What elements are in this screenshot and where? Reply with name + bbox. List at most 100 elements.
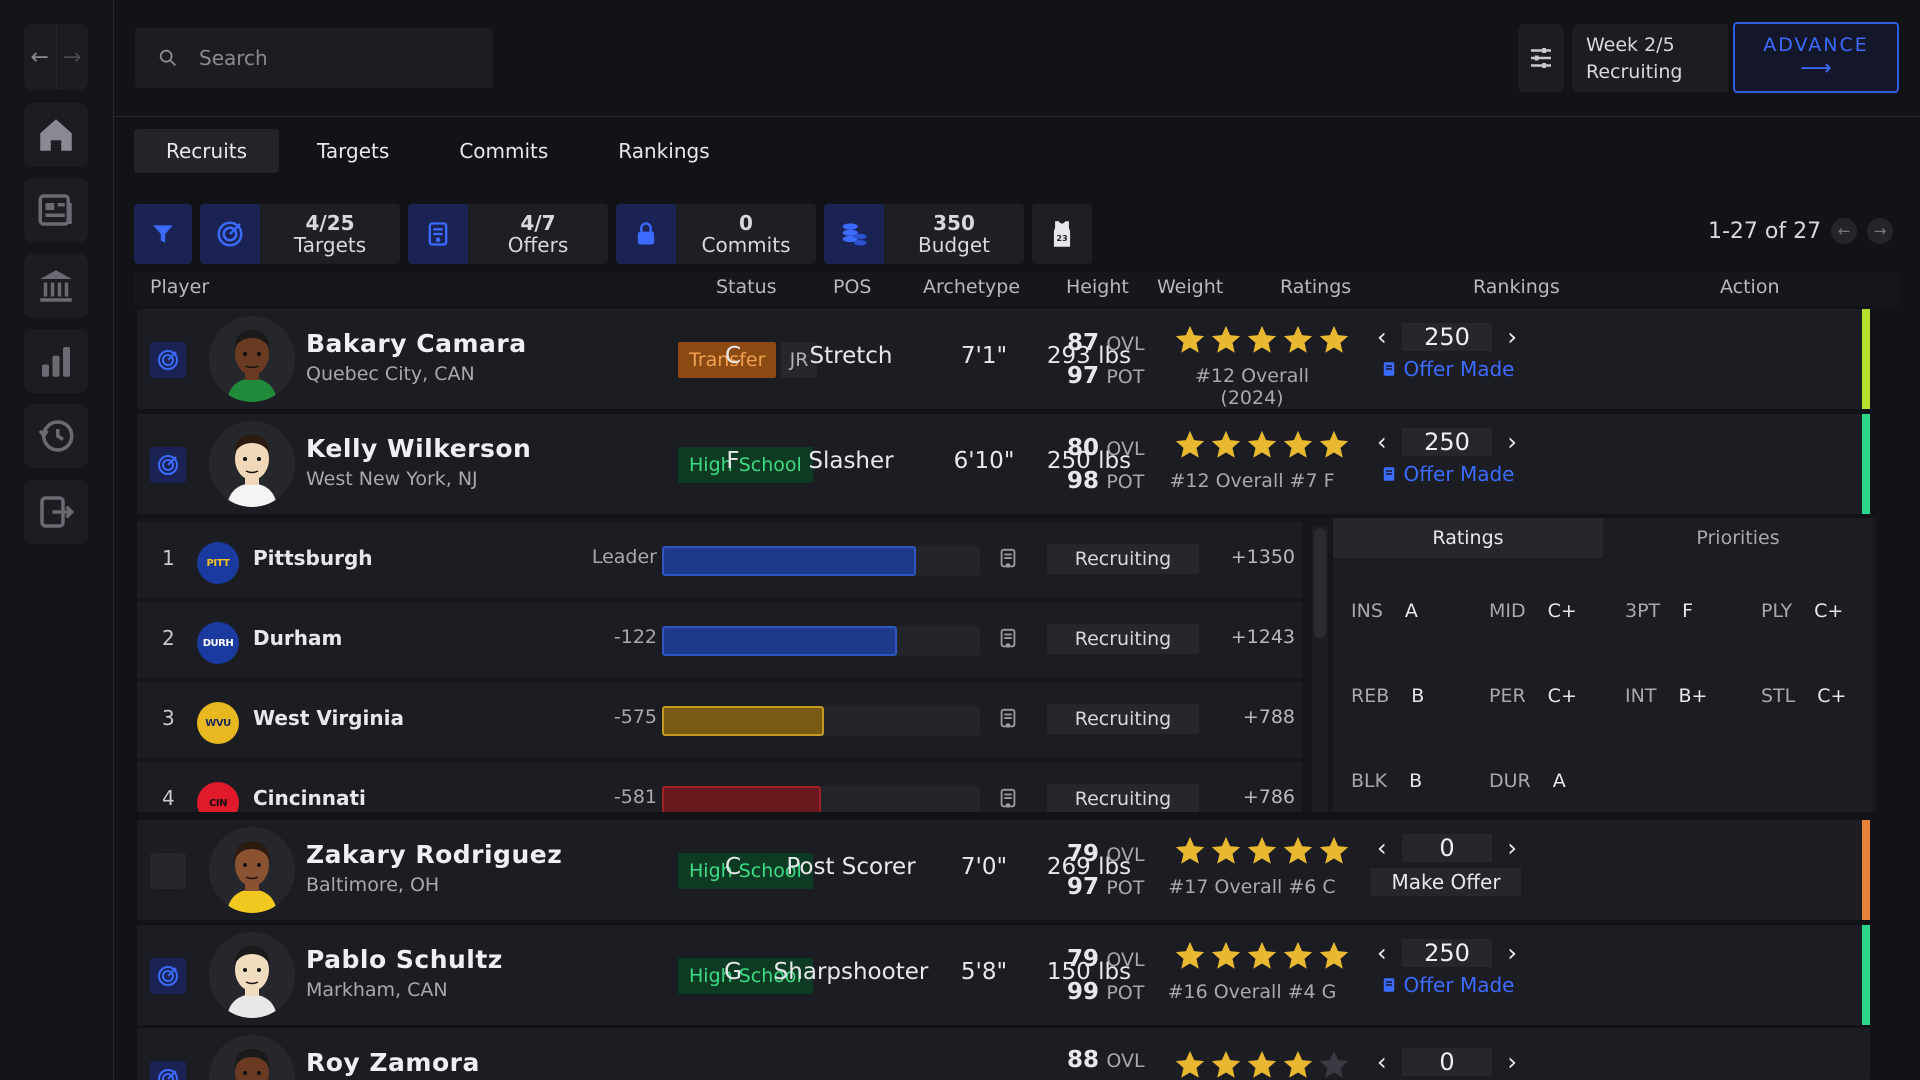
ovl-label: OVL bbox=[1106, 1050, 1145, 1072]
increase-offer-button[interactable]: › bbox=[1507, 1048, 1517, 1076]
increase-offer-button[interactable]: › bbox=[1507, 834, 1517, 862]
target-toggle[interactable] bbox=[150, 1061, 186, 1080]
offer-doc-icon bbox=[1383, 467, 1394, 481]
back-arrow-icon[interactable]: ← bbox=[30, 44, 49, 70]
school-name[interactable]: Durham bbox=[253, 626, 343, 650]
school-row[interactable]: 4 CIN Cincinnati -581 Recruiting +786 bbox=[137, 762, 1302, 812]
commits-label: Commits bbox=[701, 233, 791, 257]
offers-stat[interactable]: 4/7 Offers bbox=[408, 204, 608, 264]
decrease-offer-button[interactable]: ‹ bbox=[1377, 323, 1387, 351]
history-button[interactable] bbox=[24, 404, 88, 468]
rating-cell: MID C+ bbox=[1489, 600, 1577, 622]
tab-recruits[interactable]: Recruits bbox=[134, 129, 280, 173]
avatar bbox=[209, 932, 295, 1018]
next-page-button[interactable]: → bbox=[1867, 218, 1894, 244]
col-height[interactable]: Height bbox=[1066, 276, 1129, 298]
player-location: Markham, CAN bbox=[306, 979, 448, 1001]
school-name[interactable]: Pittsburgh bbox=[253, 546, 373, 570]
col-weight[interactable]: Weight bbox=[1157, 276, 1224, 298]
targets-stat[interactable]: 4/25 Targets bbox=[200, 204, 400, 264]
tab-ratings[interactable]: Ratings bbox=[1333, 518, 1603, 558]
prev-page-button[interactable]: ← bbox=[1831, 218, 1858, 244]
university-button[interactable] bbox=[24, 254, 88, 318]
target-toggle[interactable] bbox=[150, 853, 186, 889]
star-icon bbox=[1283, 1050, 1313, 1078]
offer-amount[interactable]: 0 bbox=[1402, 834, 1492, 862]
target-toggle[interactable] bbox=[150, 342, 186, 378]
player-name[interactable]: Zakary Rodriguez bbox=[306, 840, 563, 869]
increase-offer-button[interactable]: › bbox=[1507, 428, 1517, 456]
decrease-offer-button[interactable]: ‹ bbox=[1377, 834, 1387, 862]
increase-offer-button[interactable]: › bbox=[1507, 939, 1517, 967]
school-name[interactable]: West Virginia bbox=[253, 706, 404, 730]
advance-button[interactable]: ADVANCE ⟶ bbox=[1733, 22, 1899, 93]
commits-stat[interactable]: 0 Commits bbox=[616, 204, 816, 264]
player-name[interactable]: Roy Zamora bbox=[306, 1048, 480, 1077]
status-badge: High School bbox=[678, 958, 813, 994]
settings-sliders-button[interactable] bbox=[1518, 24, 1564, 92]
player-row[interactable]: Zakary Rodriguez Baltimore, OH High School… bbox=[137, 820, 1870, 920]
player-row[interactable]: Pablo Schultz Markham, CAN High School G Sha… bbox=[137, 925, 1870, 1025]
decrease-offer-button[interactable]: ‹ bbox=[1377, 1048, 1387, 1076]
school-row[interactable]: 3 WVU West Virginia -575 Recruiting +788 bbox=[137, 682, 1302, 758]
offer-doc-icon bbox=[997, 706, 1019, 736]
player-name[interactable]: Pablo Schultz bbox=[306, 945, 503, 974]
star-icon bbox=[1175, 325, 1205, 353]
logout-icon bbox=[40, 496, 75, 528]
pot-label: POT bbox=[1106, 982, 1145, 1004]
filter-button[interactable] bbox=[134, 204, 192, 264]
offer-amount[interactable]: 250 bbox=[1402, 939, 1492, 967]
decrease-offer-button[interactable]: ‹ bbox=[1377, 428, 1387, 456]
stats-button[interactable] bbox=[24, 329, 88, 393]
news-button[interactable] bbox=[24, 178, 88, 242]
points-gap: -581 bbox=[613, 786, 657, 808]
col-player[interactable]: Player bbox=[150, 276, 210, 298]
col-action[interactable]: Action bbox=[1720, 276, 1780, 298]
home-button[interactable] bbox=[24, 103, 88, 167]
offer-controls: ‹ 0 › bbox=[1377, 1048, 1517, 1076]
exit-button[interactable] bbox=[24, 480, 88, 544]
tab-targets[interactable]: Targets bbox=[317, 139, 390, 163]
player-row[interactable]: Kelly Wilkerson West New York, NJ High Sch… bbox=[137, 414, 1870, 514]
tab-commits[interactable]: Commits bbox=[459, 139, 549, 163]
class-year: JR bbox=[781, 342, 817, 378]
increase-offer-button[interactable]: › bbox=[1507, 323, 1517, 351]
budget-stat[interactable]: 350 Budget bbox=[824, 204, 1024, 264]
target-icon bbox=[200, 204, 260, 264]
scroll-thumb[interactable] bbox=[1314, 528, 1326, 638]
offer-made-button[interactable]: Offer Made bbox=[1377, 462, 1517, 486]
offer-made-button[interactable]: Offer Made bbox=[1377, 357, 1517, 381]
school-list-scrollbar[interactable] bbox=[1312, 526, 1328, 812]
col-ratings[interactable]: Ratings bbox=[1280, 276, 1352, 298]
decrease-offer-button[interactable]: ‹ bbox=[1377, 939, 1387, 967]
player-name[interactable]: Bakary Camara bbox=[306, 329, 527, 358]
tab-rankings[interactable]: Rankings bbox=[618, 139, 710, 163]
tab-priorities[interactable]: Priorities bbox=[1696, 527, 1780, 549]
school-name[interactable]: Cincinnati bbox=[253, 786, 366, 810]
forward-arrow-icon[interactable]: → bbox=[55, 24, 89, 90]
col-pos[interactable]: POS bbox=[833, 276, 872, 298]
target-toggle[interactable] bbox=[150, 447, 186, 483]
col-status[interactable]: Status bbox=[716, 276, 777, 298]
player-row[interactable]: Bakary Camara Quebec City, CAN Transfer JR C… bbox=[137, 309, 1870, 409]
player-row[interactable]: Roy Zamora 88 OVL ‹ 0 › bbox=[137, 1028, 1870, 1080]
player-name[interactable]: Kelly Wilkerson bbox=[306, 434, 532, 463]
make-offer-button[interactable]: Make Offer bbox=[1371, 868, 1521, 896]
offer-amount[interactable]: 250 bbox=[1402, 428, 1492, 456]
offer-amount[interactable]: 250 bbox=[1402, 323, 1492, 351]
school-row[interactable]: 1 PITT Pittsburgh Leader Recruiting +1350 bbox=[137, 522, 1302, 598]
interest-bar bbox=[662, 546, 917, 576]
col-rankings[interactable]: Rankings bbox=[1473, 276, 1560, 298]
interest-bar bbox=[662, 706, 825, 736]
school-row[interactable]: 2 DURH Durham -122 Recruiting +1243 bbox=[137, 602, 1302, 678]
offer-amount[interactable]: 0 bbox=[1402, 1048, 1492, 1076]
target-toggle[interactable] bbox=[150, 958, 186, 994]
star-icon bbox=[1283, 941, 1313, 969]
offer-made-button[interactable]: Offer Made bbox=[1377, 973, 1517, 997]
jersey-button[interactable]: 23 bbox=[1032, 204, 1092, 264]
col-archetype[interactable]: Archetype bbox=[923, 276, 1021, 298]
search-input[interactable]: Search bbox=[135, 28, 493, 88]
rating-grade: C+ bbox=[1817, 685, 1847, 707]
star-icon bbox=[1211, 430, 1241, 458]
rating-key: PLY bbox=[1761, 600, 1793, 622]
